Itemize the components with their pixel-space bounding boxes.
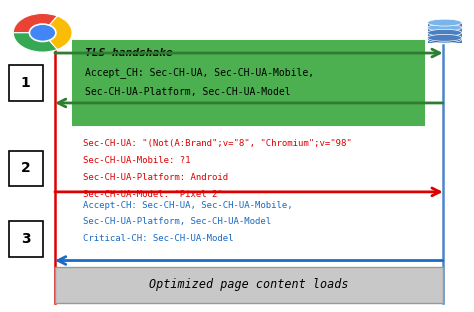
Bar [428, 23, 462, 43]
FancyBboxPatch shape [73, 41, 424, 125]
Ellipse shape [428, 24, 462, 31]
Circle shape [29, 24, 56, 41]
Text: Sec-CH-UA-Platform, Sec-CH-UA-Model: Sec-CH-UA-Platform, Sec-CH-UA-Model [85, 87, 291, 97]
Text: Sec-CH-UA: "(Not(A:Brand";v="8", "Chromium";v="98": Sec-CH-UA: "(Not(A:Brand";v="8", "Chromi… [83, 139, 352, 148]
Ellipse shape [428, 34, 462, 41]
Bar [55, 267, 443, 303]
Bar [9, 65, 43, 100]
Text: Sec-CH-UA-Mobile: ?1: Sec-CH-UA-Mobile: ?1 [83, 156, 191, 165]
Text: 3: 3 [21, 232, 30, 246]
Bar [9, 221, 43, 256]
Wedge shape [43, 16, 72, 50]
Text: TLS handshake: TLS handshake [85, 48, 173, 58]
Text: Sec-CH-UA-Platform, Sec-CH-UA-Model: Sec-CH-UA-Platform, Sec-CH-UA-Model [83, 217, 271, 227]
Text: Critical-CH: Sec-CH-UA-Model: Critical-CH: Sec-CH-UA-Model [83, 234, 234, 243]
Bar [9, 150, 43, 186]
Text: Sec-CH-UA-Model: "Pixel 2": Sec-CH-UA-Model: "Pixel 2" [83, 190, 223, 199]
Wedge shape [13, 33, 57, 52]
Ellipse shape [428, 36, 462, 43]
Ellipse shape [428, 29, 462, 36]
Text: Accept_CH: Sec-CH-UA, Sec-CH-UA-Mobile,: Accept_CH: Sec-CH-UA, Sec-CH-UA-Mobile, [85, 67, 314, 78]
Ellipse shape [428, 19, 462, 26]
Text: 2: 2 [21, 162, 30, 175]
Text: 1: 1 [21, 76, 30, 90]
Text: Sec-CH-UA-Platform: Android: Sec-CH-UA-Platform: Android [83, 173, 228, 182]
Text: Optimized page content loads: Optimized page content loads [149, 278, 348, 291]
Text: Accept-CH: Sec-CH-UA, Sec-CH-UA-Mobile,: Accept-CH: Sec-CH-UA, Sec-CH-UA-Mobile, [83, 201, 292, 210]
Wedge shape [13, 13, 57, 33]
